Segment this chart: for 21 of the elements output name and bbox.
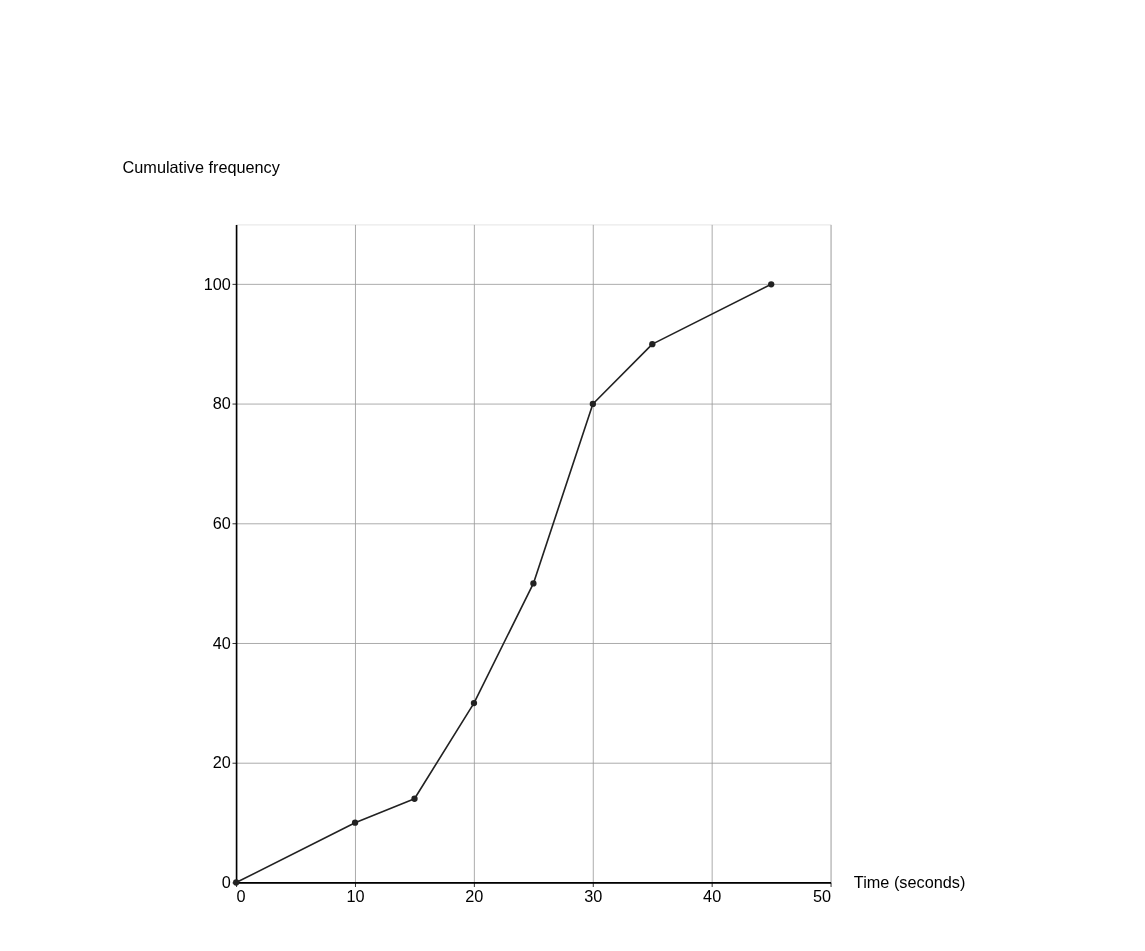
y-tick-label: 20 — [212, 753, 231, 772]
x-tick-label: 30 — [584, 886, 603, 905]
y-tick-label: 80 — [212, 394, 231, 413]
point — [530, 580, 537, 587]
x-axis-title: Time (seconds) — [853, 872, 966, 891]
y-tick-label: 0 — [221, 872, 231, 891]
point — [411, 795, 418, 802]
x-tick-label: 20 — [465, 886, 484, 905]
point — [351, 819, 359, 826]
point — [768, 281, 775, 288]
x-tick-label: 50 — [812, 886, 832, 905]
x-tick-label: 40 — [703, 886, 722, 905]
y-tick-label: 100 — [203, 274, 231, 293]
point — [589, 400, 597, 408]
y-tick-label: 40 — [212, 633, 231, 652]
point — [470, 699, 478, 707]
y-tick-label: 60 — [212, 513, 231, 532]
x-tick-label: 0 — [236, 886, 246, 905]
y-axis-title: Cumulative frequency — [122, 157, 281, 176]
point — [649, 341, 656, 348]
x-tick-label: 10 — [346, 886, 365, 905]
